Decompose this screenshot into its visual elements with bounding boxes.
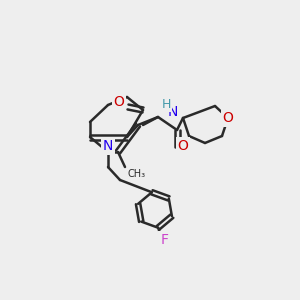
- Text: F: F: [160, 233, 168, 247]
- Text: N: N: [168, 105, 178, 119]
- Text: N: N: [103, 139, 113, 153]
- Text: CH₃: CH₃: [127, 169, 145, 179]
- Text: O: O: [114, 95, 124, 109]
- Text: O: O: [178, 139, 188, 153]
- Text: H: H: [161, 98, 171, 110]
- Text: O: O: [223, 111, 233, 125]
